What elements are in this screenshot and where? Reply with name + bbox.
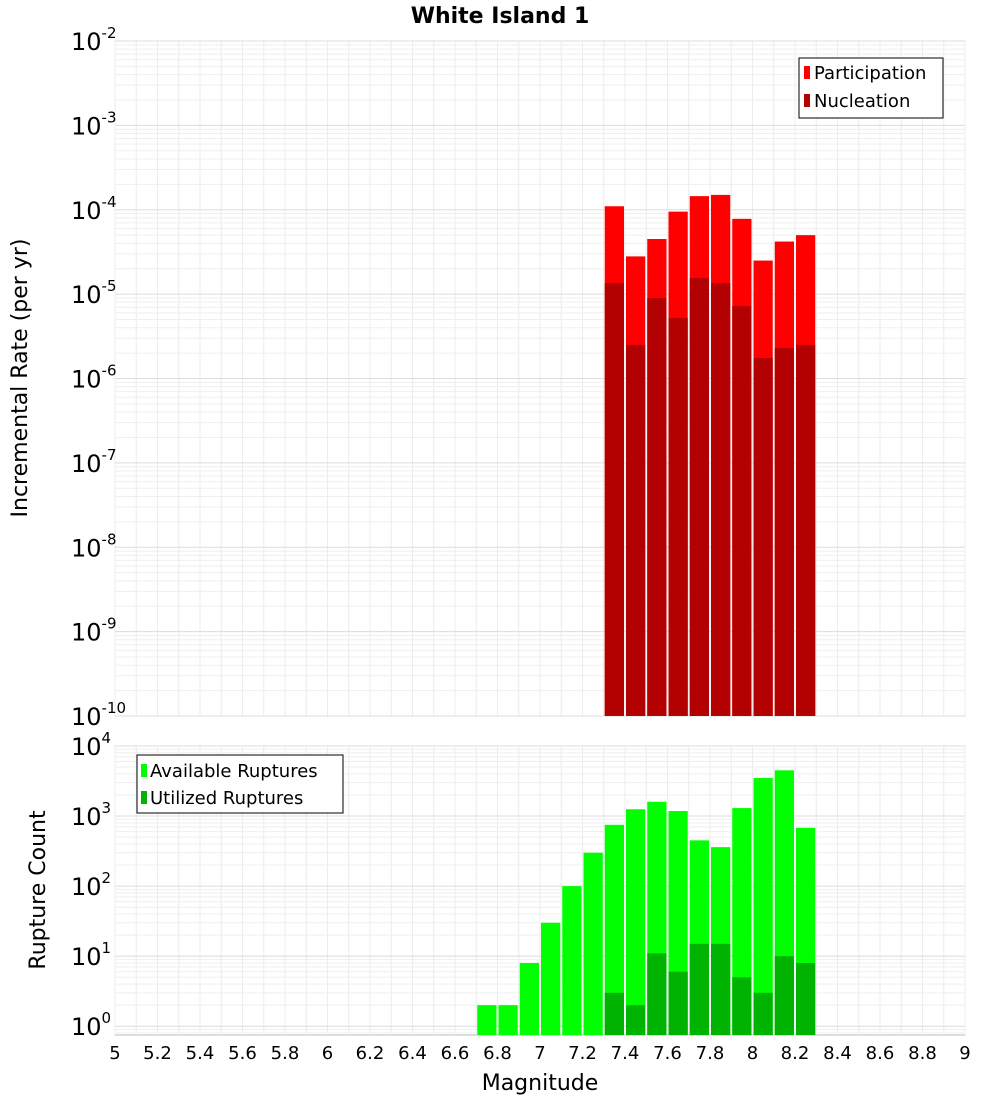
available-ruptures-bar — [753, 777, 773, 1035]
x-axis-label: Magnitude — [482, 1071, 599, 1096]
utilized-ruptures-bar — [604, 992, 624, 1035]
x-tick-label: 6.4 — [398, 1043, 427, 1064]
rate-legend-box — [798, 57, 944, 119]
nucleation-bar — [796, 344, 816, 716]
available-ruptures-bar — [583, 852, 603, 1035]
x-tick-label: 5.2 — [143, 1043, 172, 1064]
available-ruptures-bar — [626, 809, 646, 1035]
y-tick-label: 104 — [71, 729, 111, 761]
count-bars — [477, 770, 816, 1035]
available-legend-swatch — [141, 764, 147, 777]
x-tick-label: 7.6 — [653, 1043, 682, 1064]
y-tick-label: 10-8 — [71, 530, 117, 562]
x-tick-label: 5.4 — [186, 1043, 215, 1064]
y-tick-label: 10-6 — [71, 362, 117, 394]
available-ruptures-bar — [498, 1005, 518, 1035]
nucleation-bar — [604, 283, 624, 716]
x-tick-label: 8.2 — [781, 1043, 810, 1064]
nucleation-bar — [774, 347, 794, 716]
y-tick-label: 10-2 — [71, 24, 117, 56]
available-ruptures-bar — [562, 886, 582, 1035]
y-tick-label: 103 — [71, 799, 111, 831]
utilized-ruptures-bar — [711, 943, 731, 1035]
chart-title: White Island 1 — [411, 4, 590, 29]
x-tick-label: 8.6 — [866, 1043, 895, 1064]
x-tick-label: 5.6 — [228, 1043, 257, 1064]
x-tick-label: 7.2 — [568, 1043, 597, 1064]
rate-bars — [604, 194, 816, 717]
x-tick-label: 5 — [109, 1043, 120, 1064]
rate-panel: 10-2 10-3 10-4 10-5 10-6 10-7 10-8 10-9 10-10 In… — [8, 24, 966, 731]
x-tick-label: 6.8 — [483, 1043, 512, 1064]
x-tick-label: 8.8 — [908, 1043, 937, 1064]
x-tick-label: 6 — [322, 1043, 333, 1064]
y-tick-label: 10-5 — [71, 277, 117, 309]
x-tick-label: 8.4 — [823, 1043, 852, 1064]
y-tick-label: 10-4 — [71, 193, 117, 225]
utilized-legend-label: Utilized Ruptures — [150, 788, 303, 809]
available-legend-label: Available Ruptures — [150, 761, 318, 782]
rate-legend: Participation Nucleation — [798, 57, 944, 119]
count-legend: Available Ruptures Utilized Ruptures — [136, 754, 344, 814]
rate-y-axis-label: Incremental Rate (per yr) — [8, 239, 33, 518]
x-tick-label: 7.4 — [611, 1043, 640, 1064]
y-tick-label: 10-7 — [71, 446, 117, 478]
utilized-ruptures-bar — [753, 992, 773, 1035]
nucleation-legend-swatch — [804, 94, 810, 107]
x-tick-label: 8 — [747, 1043, 758, 1064]
nucleation-bar — [711, 283, 731, 716]
x-tick-label: 6.2 — [356, 1043, 385, 1064]
x-tick-labels: 5 5.2 5.4 5.6 5.8 6 6.2 6.4 6.6 6.8 7 7.2 7.4 7.6 7.8 8… — [109, 1043, 970, 1064]
count-panel: 104 103 102 101 100 5 5.2 5.4 5.6 5.8 6 6.2 6.4 6.6 6… — [26, 729, 971, 1096]
y-tick-label: 10-9 — [71, 615, 117, 647]
nucleation-bar — [689, 278, 709, 716]
available-ruptures-bar — [541, 922, 561, 1035]
rate-y-tick-labels: 10-2 10-3 10-4 10-5 10-6 10-7 10-8 10-9 10-10 — [71, 24, 126, 731]
nucleation-bar — [647, 297, 667, 716]
nucleation-bar — [753, 357, 773, 716]
participation-legend-swatch — [804, 66, 810, 79]
utilized-legend-swatch — [141, 791, 147, 804]
rate-gridlines — [114, 40, 966, 717]
x-tick-label: 7.8 — [696, 1043, 725, 1064]
utilized-ruptures-bar — [647, 953, 667, 1035]
participation-legend-label: Participation — [814, 63, 926, 84]
y-tick-label: 100 — [71, 1009, 111, 1041]
nucleation-bar — [626, 344, 646, 716]
count-y-tick-labels: 104 103 102 101 100 — [71, 729, 111, 1041]
y-tick-label: 10-10 — [71, 699, 126, 731]
x-tick-label: 5.8 — [271, 1043, 300, 1064]
utilized-ruptures-bar — [774, 956, 794, 1035]
utilized-ruptures-bar — [626, 1005, 646, 1035]
count-legend-box — [136, 754, 344, 814]
utilized-ruptures-bar — [668, 971, 688, 1035]
nucleation-bar — [668, 318, 688, 716]
utilized-ruptures-bar — [689, 943, 709, 1035]
y-tick-label: 102 — [71, 869, 111, 901]
count-y-axis-label: Rupture Count — [26, 810, 51, 970]
y-tick-label: 10-3 — [71, 108, 117, 140]
y-tick-label: 101 — [71, 939, 111, 971]
count-gridlines — [114, 745, 966, 1035]
available-ruptures-bar — [604, 824, 624, 1035]
x-tick-label: 7 — [534, 1043, 545, 1064]
nucleation-legend-label: Nucleation — [814, 91, 910, 112]
available-ruptures-bar — [519, 962, 539, 1035]
x-tick-label: 9 — [959, 1043, 970, 1064]
utilized-ruptures-bar — [732, 977, 752, 1035]
nucleation-bar — [732, 306, 752, 716]
available-ruptures-bar — [477, 1005, 497, 1035]
x-tick-label: 6.6 — [441, 1043, 470, 1064]
utilized-ruptures-bar — [796, 962, 816, 1035]
